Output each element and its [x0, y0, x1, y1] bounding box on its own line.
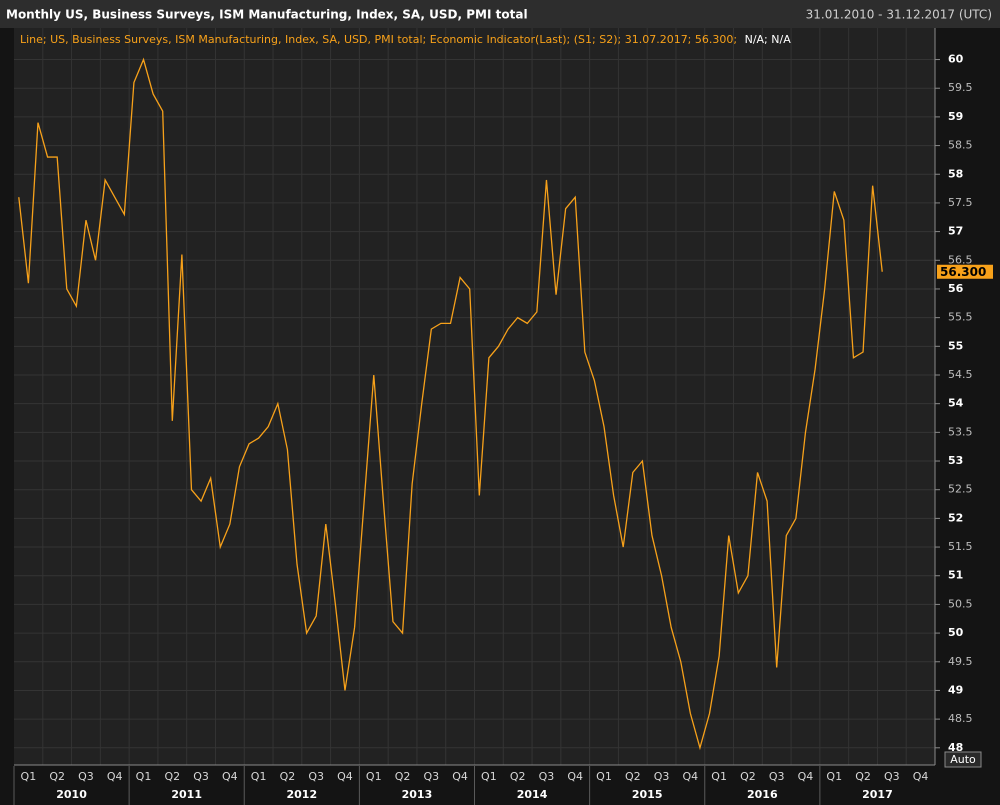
y-tick-label: 57	[948, 225, 963, 238]
x-tick-label: Q3	[308, 770, 324, 783]
x-year-label: 2011	[171, 788, 202, 801]
x-tick-label: Q3	[654, 770, 670, 783]
x-tick-label: Q2	[510, 770, 526, 783]
x-tick-label: Q3	[539, 770, 555, 783]
x-tick-label: Q2	[49, 770, 65, 783]
y-tick-label: 53	[948, 454, 963, 467]
x-tick-label: Q4	[107, 770, 123, 783]
y-tick-label: 56.5	[948, 253, 973, 266]
x-tick-label: Q2	[395, 770, 411, 783]
y-tick-label: 49.5	[948, 655, 973, 668]
y-tick-label: 51	[948, 569, 963, 582]
x-year-label: 2017	[862, 788, 893, 801]
last-value-label: 56.300	[940, 265, 986, 279]
x-tick-label: Q4	[222, 770, 238, 783]
y-tick-label: 56	[948, 282, 964, 295]
x-tick-label: Q1	[711, 770, 727, 783]
x-tick-label: Q3	[884, 770, 900, 783]
y-tick-label: 55.5	[948, 311, 973, 324]
x-tick-label: Q2	[280, 770, 296, 783]
x-tick-label: Q4	[798, 770, 814, 783]
x-tick-label: Q1	[366, 770, 382, 783]
y-tick-label: 48	[948, 741, 963, 754]
x-year-label: 2015	[632, 788, 663, 801]
x-tick-label: Q1	[481, 770, 497, 783]
y-tick-label: 52.5	[948, 483, 973, 496]
y-tick-label: 52	[948, 511, 963, 524]
x-tick-label: Q4	[452, 770, 468, 783]
legend: Line; US, Business Surveys, ISM Manufact…	[20, 33, 791, 46]
y-tick-label: 55	[948, 339, 963, 352]
chart-title: Monthly US, Business Surveys, ISM Manufa…	[6, 8, 528, 22]
y-tick-label: 53.5	[948, 425, 973, 438]
y-tick-label: 60	[948, 53, 964, 66]
y-tick-label: 58	[948, 167, 963, 180]
y-tick-label: 50	[948, 626, 964, 639]
x-tick-label: Q2	[625, 770, 641, 783]
x-tick-label: Q1	[826, 770, 842, 783]
y-tick-label: 54	[948, 397, 964, 410]
y-tick-label: 58.5	[948, 139, 973, 152]
x-tick-label: Q2	[855, 770, 871, 783]
x-tick-label: Q1	[136, 770, 152, 783]
auto-button[interactable]	[944, 751, 982, 768]
title-bar	[0, 0, 1000, 28]
x-tick-label: Q1	[21, 770, 37, 783]
x-year-label: 2013	[402, 788, 433, 801]
x-tick-label: Q1	[596, 770, 612, 783]
date-range: 31.01.2010 - 31.12.2017 (UTC)	[806, 8, 992, 22]
data-line	[18, 57, 883, 751]
x-tick-label: Q3	[423, 770, 439, 783]
x-tick-label: Q4	[683, 770, 699, 783]
x-tick-label: Q3	[769, 770, 785, 783]
x-tick-label: Q3	[78, 770, 94, 783]
y-tick-label: 50.5	[948, 597, 973, 610]
y-tick-label: 51.5	[948, 540, 973, 553]
x-tick-label: Q2	[740, 770, 756, 783]
x-tick-label: Q3	[193, 770, 209, 783]
legend-entry: Line; US, Business Surveys, ISM Manufact…	[20, 33, 737, 46]
x-year-label: 2014	[517, 788, 548, 801]
auto-button-label[interactable]: Auto	[950, 753, 976, 766]
y-tick-label: 49	[948, 683, 963, 696]
x-tick-label: Q4	[913, 770, 929, 783]
legend-suffix: N/A; N/A	[745, 33, 792, 46]
x-year-label: 2016	[747, 788, 778, 801]
y-tick-label: 59	[948, 110, 963, 123]
y-tick-label: 57.5	[948, 196, 973, 209]
x-year-label: 2010	[56, 788, 87, 801]
y-tick-label: 54.5	[948, 368, 973, 381]
x-tick-label: Q4	[567, 770, 583, 783]
y-tick-label: 48.5	[948, 712, 973, 725]
x-year-label: 2012	[287, 788, 318, 801]
x-tick-label: Q4	[337, 770, 353, 783]
last-value-box	[937, 264, 993, 279]
y-tick-label: 59.5	[948, 81, 973, 94]
x-tick-label: Q2	[164, 770, 180, 783]
x-tick-label: Q1	[251, 770, 267, 783]
